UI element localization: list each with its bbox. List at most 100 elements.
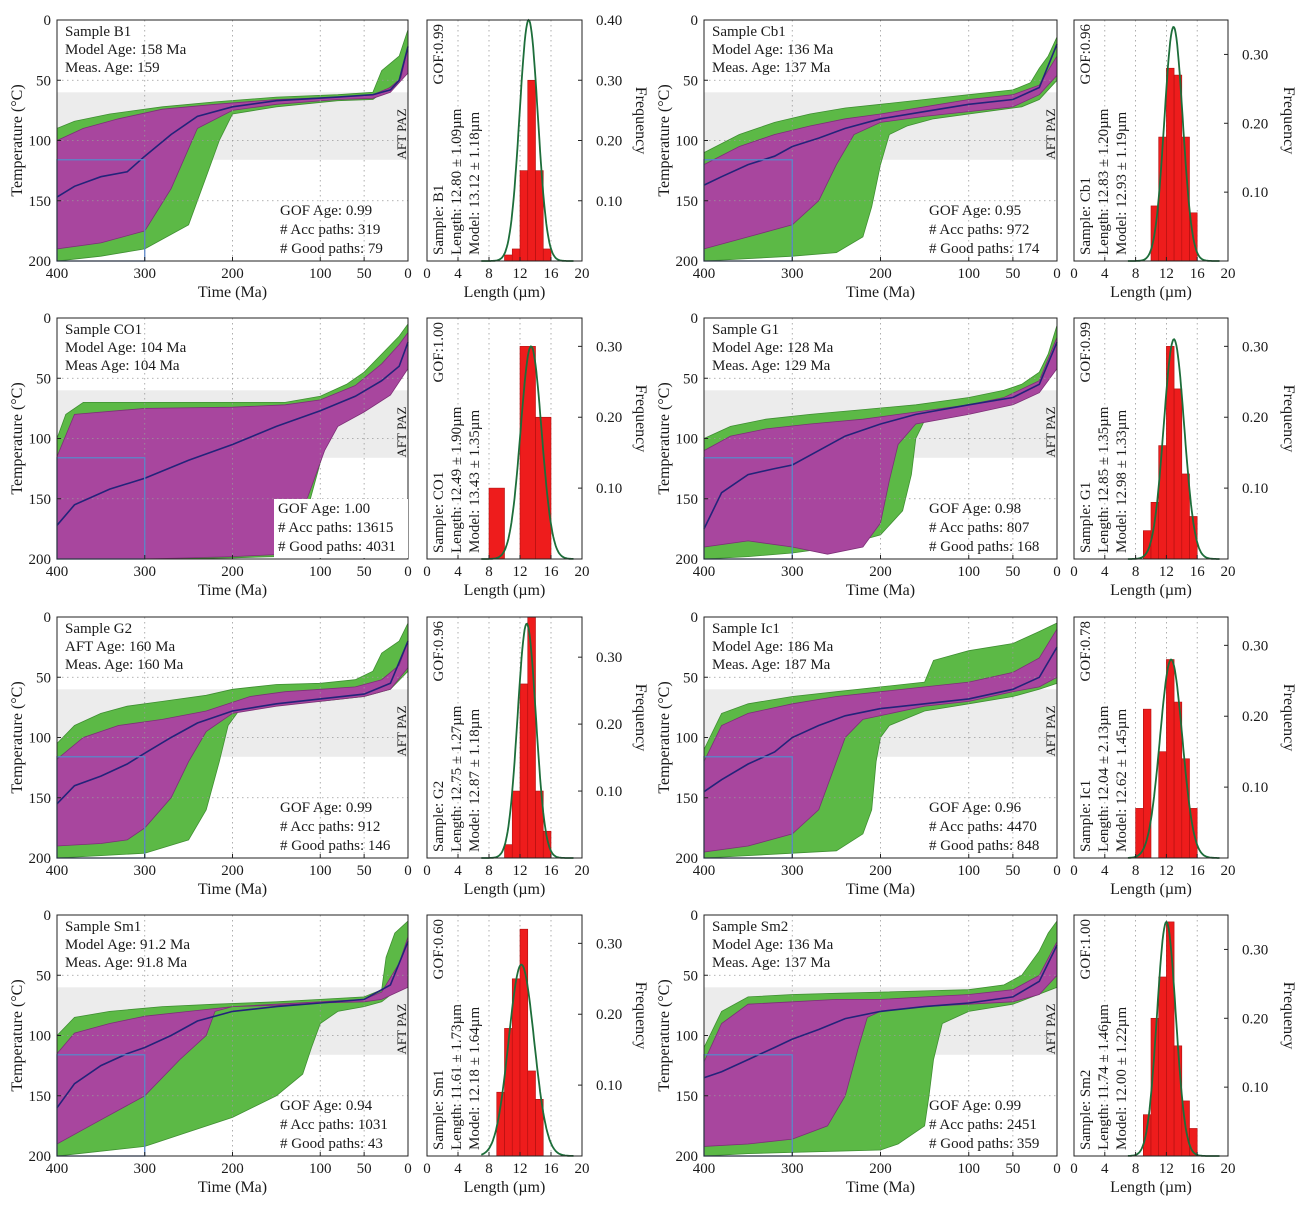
paz-label: AFT PAZ — [394, 706, 409, 757]
sample-name: Sample G2 — [65, 621, 132, 637]
gof-age-value: 0.95 — [995, 203, 1021, 219]
x-tick-label: 0 — [423, 863, 431, 879]
hist-y-axis-label: Frequency — [1280, 982, 1297, 1050]
x-tick-label: 100 — [958, 1161, 981, 1177]
sample-name: Sample Sm1 — [65, 919, 141, 935]
histogram-bar — [511, 248, 521, 262]
paz-label: AFT PAZ — [1043, 706, 1058, 757]
histogram-bar — [1158, 976, 1167, 1157]
best-fit-path — [703, 944, 1058, 1079]
gof-age-prefix: GOF Age: — [929, 501, 995, 517]
length-gof-label: GOF:0.60 — [431, 919, 447, 979]
x-tick-label: 300 — [134, 863, 157, 879]
measured-length-label: Length: 11.74 ± 1.46µm — [1096, 1004, 1112, 1150]
y-tick-label: 0 — [44, 908, 52, 924]
hist-y-axis-label: Frequency — [632, 385, 649, 453]
tt-plot: 400 300 200 100 50 0 0 50 100 150 200 Time (Ma) Temp… — [9, 13, 412, 301]
histogram-bar — [519, 170, 529, 262]
good-paths-value: 174 — [1017, 241, 1040, 257]
histogram-bar — [1166, 659, 1175, 859]
gof-age: GOF Age: 0.99 — [929, 1098, 1021, 1114]
sample-name: Sample CO1 — [65, 322, 142, 338]
sample-name: Sample Sm2 — [712, 919, 788, 935]
x-tick-label: 200 — [221, 266, 244, 282]
gof-age-value: 0.94 — [346, 1098, 373, 1114]
length-histogram: 0 4 8 12 16 20 0.10 0.20 0.30 Length (µm) Frequenc… — [423, 317, 649, 599]
x-tick-label: 12 — [513, 564, 528, 580]
measured-age: Meas Age: 104 Ma — [65, 358, 180, 374]
x-tick-label: 0 — [1070, 1161, 1078, 1177]
hist-y-axis-label: Frequency — [1280, 684, 1297, 752]
histogram-bar — [1173, 1045, 1183, 1157]
acc-paths-prefix: # Acc paths: — [280, 819, 358, 835]
y-tick-label: 0.10 — [596, 481, 622, 497]
x-tick-label: 50 — [357, 863, 372, 879]
tt-y-axis-label: Temperature (°C) — [9, 979, 26, 1091]
y-tick-label: 150 — [29, 492, 52, 508]
x-tick-label: 100 — [309, 564, 332, 580]
acc-paths-prefix: # Acc paths: — [278, 520, 356, 536]
x-tick-label: 4 — [1101, 1161, 1109, 1177]
y-tick-label: 0 — [44, 311, 52, 327]
gof-age-prefix: GOF Age: — [280, 1098, 346, 1114]
measured-length-label: Length: 12.85 ± 1.35µm — [1096, 406, 1112, 553]
model-length-label: Model: 12.62 ± 1.45µm — [1114, 709, 1130, 852]
hist-x-axis-label: Length (µm) — [1110, 284, 1192, 301]
tt-y-axis-label: Temperature (°C) — [656, 84, 673, 196]
x-tick-label: 50 — [1005, 1161, 1020, 1177]
measured-length-label: Length: 12.75 ± 1.27µm — [449, 705, 465, 852]
x-tick-label: 20 — [575, 564, 590, 580]
hist-y-axis-label: Frequency — [632, 684, 649, 752]
hist-sample-label: Sample: Sm1 — [431, 1070, 447, 1150]
x-tick-label: 8 — [485, 564, 493, 580]
y-tick-label: 200 — [29, 254, 52, 270]
x-tick-label: 20 — [575, 266, 590, 282]
paz-label: AFT PAZ — [394, 109, 409, 160]
y-tick-label: 50 — [683, 968, 698, 984]
x-tick-label: 4 — [454, 266, 462, 282]
x-tick-label: 20 — [1221, 266, 1236, 282]
y-tick-label: 150 — [676, 1089, 699, 1105]
acc-paths: # Acc paths: 319 — [280, 222, 380, 238]
x-tick-label: 20 — [575, 1161, 590, 1177]
sample-name: Sample G1 — [712, 322, 779, 338]
x-tick-label: 8 — [1132, 863, 1140, 879]
good-paths-value: 4031 — [366, 539, 396, 555]
good-paths-value: 43 — [368, 1136, 383, 1152]
x-tick-label: 0 — [404, 1161, 412, 1177]
x-tick-label: 0 — [1053, 266, 1061, 282]
y-tick-label: 150 — [29, 791, 52, 807]
x-tick-label: 0 — [423, 1161, 431, 1177]
hist-x-axis-label: Length (µm) — [464, 1179, 546, 1196]
x-tick-label: 300 — [781, 564, 804, 580]
acc-paths-prefix: # Acc paths: — [280, 1117, 358, 1133]
model-length-label: Model: 12.00 ± 1.22µm — [1114, 1007, 1130, 1150]
x-tick-label: 20 — [1221, 863, 1236, 879]
model-length-label: Model: 13.12 ± 1.18µm — [467, 112, 483, 255]
y-tick-label: 200 — [676, 851, 699, 867]
y-tick-label: 0 — [44, 610, 52, 626]
histogram-bar — [511, 790, 521, 859]
y-tick-label: 100 — [29, 432, 52, 448]
tt-plot: 400 300 200 100 50 0 0 50 100 150 200 Time (Ma) Temp… — [656, 13, 1061, 301]
best-fit-path — [56, 46, 409, 198]
hist-x-axis-label: Length (µm) — [1110, 881, 1192, 898]
x-tick-label: 0 — [1070, 564, 1078, 580]
x-tick-label: 8 — [485, 863, 493, 879]
gof-age-prefix: GOF Age: — [929, 203, 995, 219]
gof-age: GOF Age: 0.99 — [280, 800, 372, 816]
good-paths: # Good paths: 174 — [929, 241, 1040, 257]
y-tick-label: 50 — [36, 968, 51, 984]
x-tick-label: 100 — [958, 266, 981, 282]
acc-paths: # Acc paths: 972 — [929, 222, 1029, 238]
good-paths-prefix: # Good paths: — [929, 241, 1017, 257]
y-tick-label: 0.20 — [596, 717, 622, 733]
tt-x-axis-label: Time (Ma) — [846, 284, 915, 301]
y-tick-label: 0.20 — [1242, 116, 1268, 132]
x-tick-label: 200 — [869, 863, 892, 879]
histogram-bar — [542, 248, 552, 262]
tt-y-axis-label: Temperature (°C) — [9, 681, 26, 793]
